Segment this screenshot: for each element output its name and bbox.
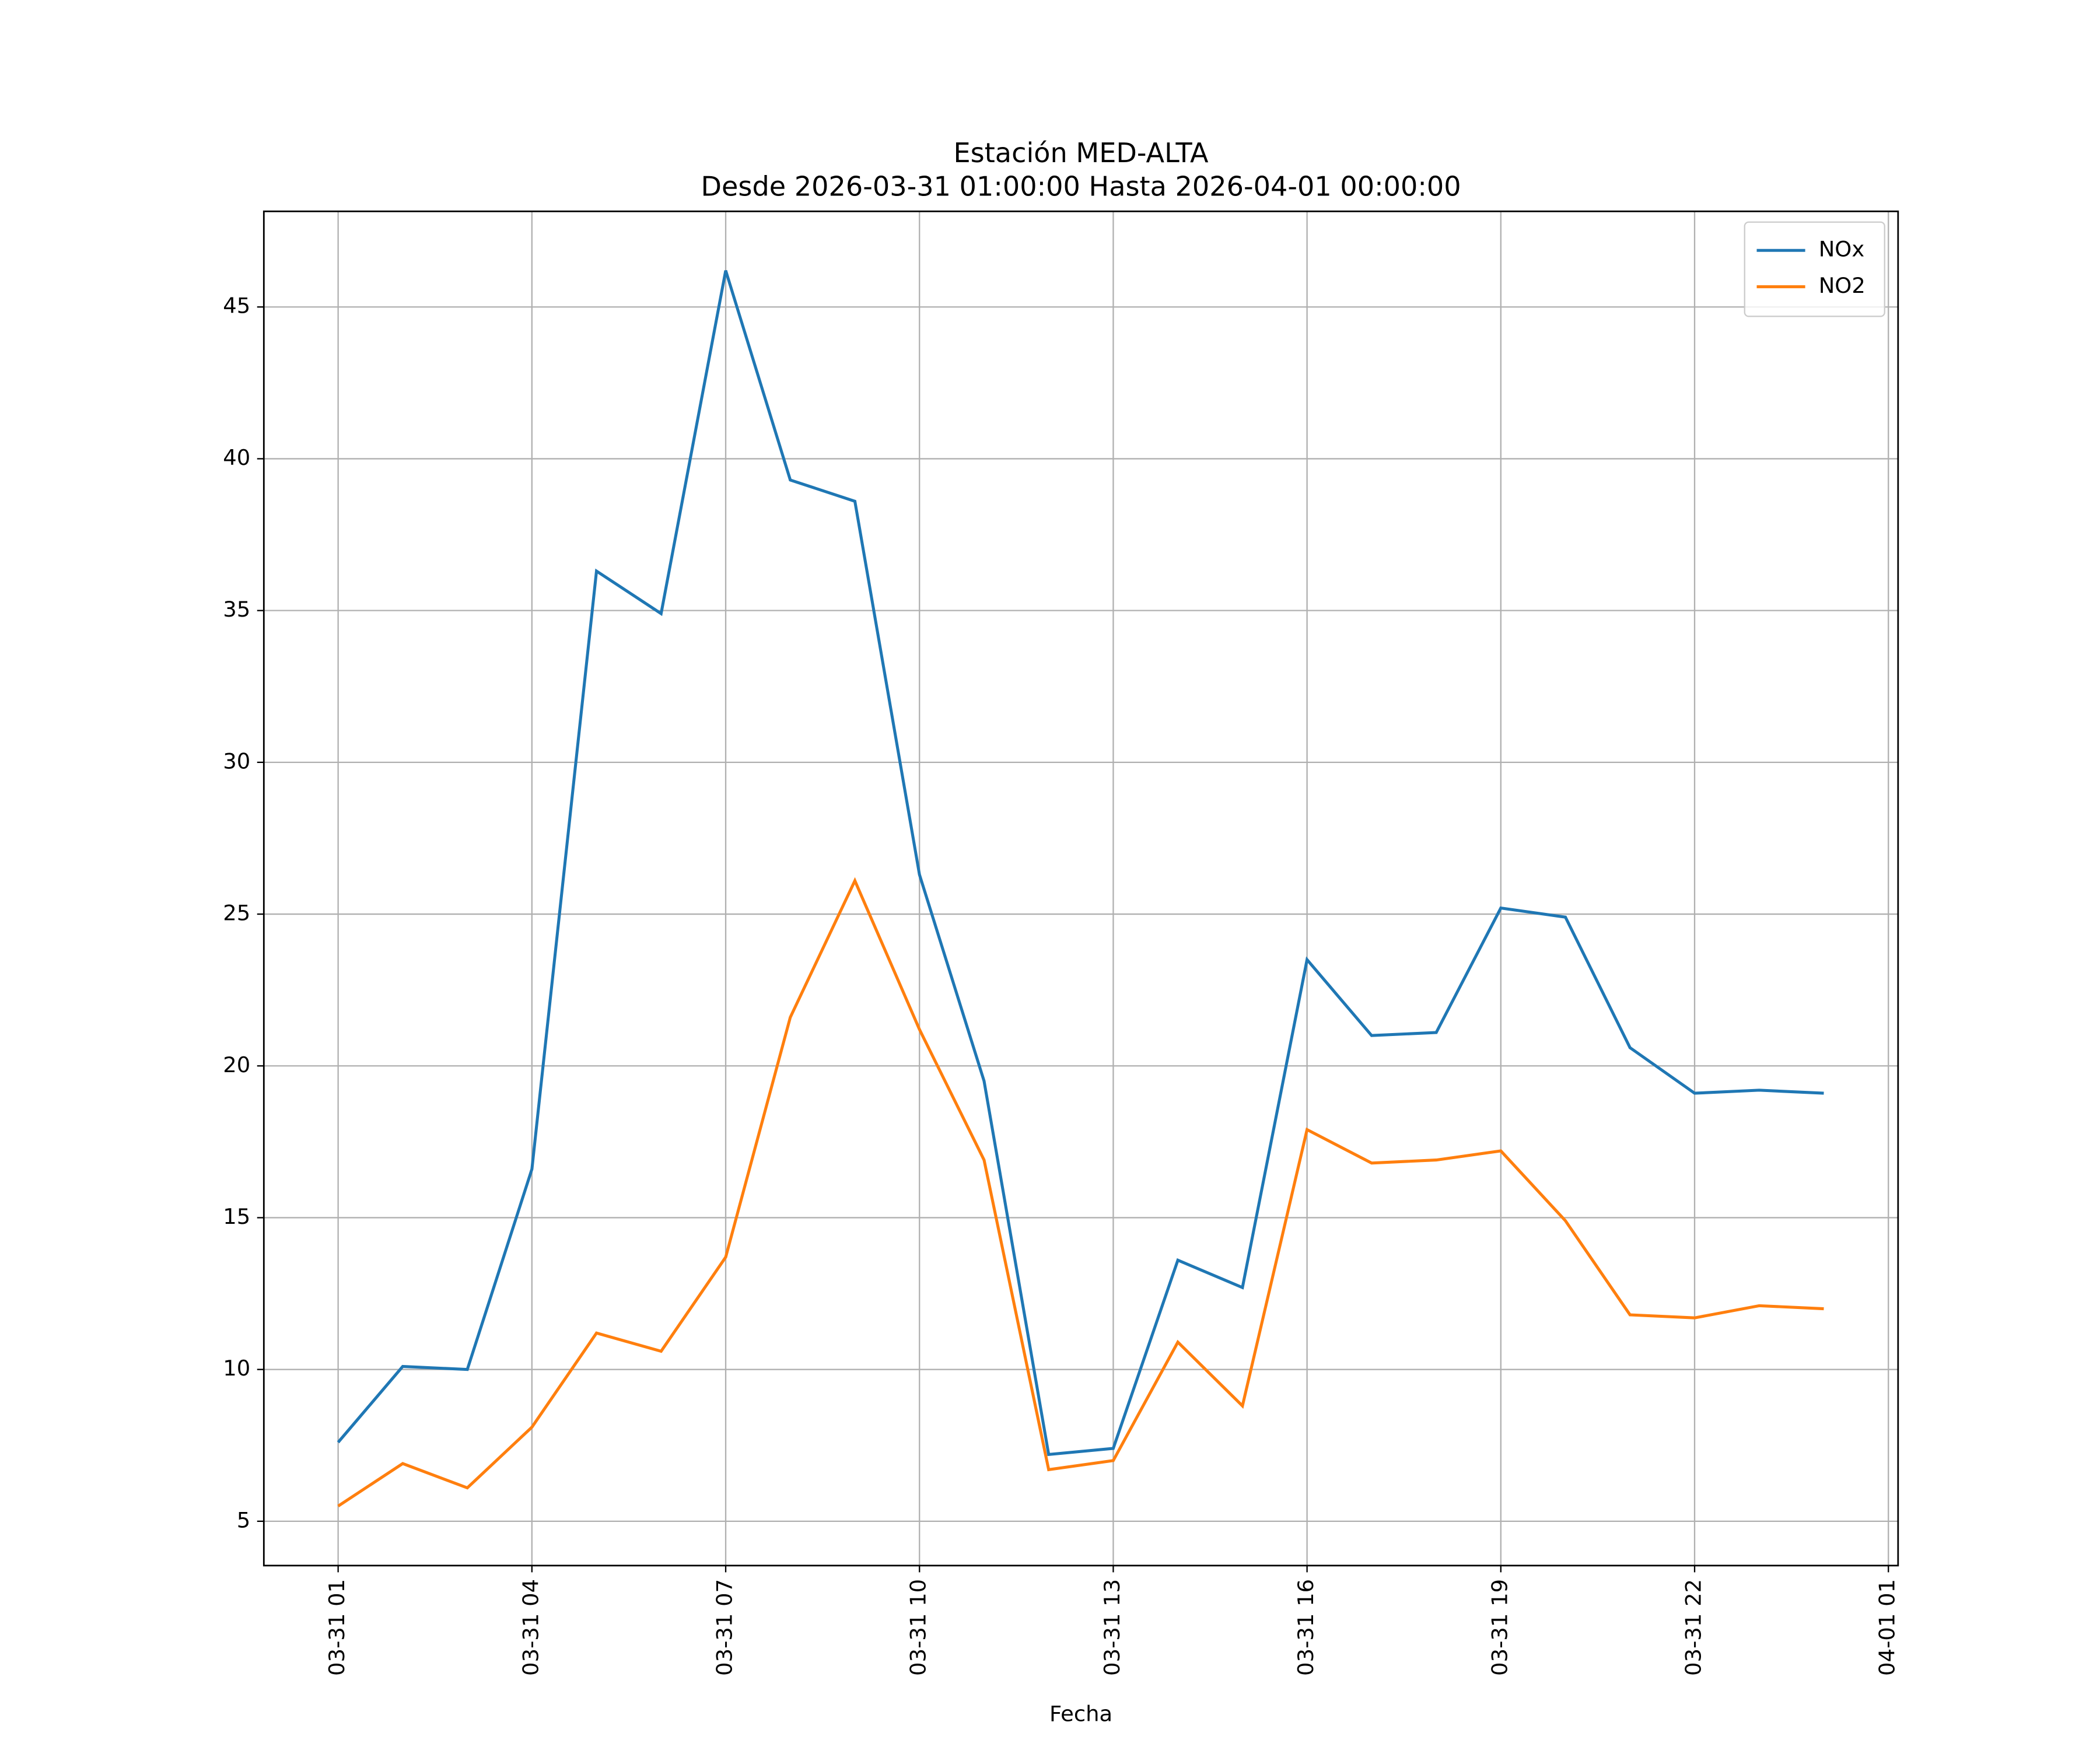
- legend-label: NO2: [1819, 273, 1866, 298]
- legend-label: NOx: [1819, 237, 1865, 262]
- y-tick-label: 35: [223, 597, 250, 622]
- x-tick-label: 03-31 22: [1681, 1579, 1706, 1676]
- y-tick-label: 25: [223, 901, 250, 926]
- x-tick-label: 03-31 07: [712, 1579, 737, 1676]
- y-tick-label: 5: [237, 1507, 250, 1532]
- y-tick-label: 30: [223, 748, 250, 774]
- plot-frame: [262, 210, 1899, 1567]
- line-series: [337, 877, 1824, 1507]
- y-tick-label: 10: [223, 1356, 250, 1381]
- x-tick-label: 03-31 13: [1100, 1579, 1125, 1676]
- x-tick-label: 03-31 10: [906, 1579, 931, 1676]
- y-tick-label: 20: [223, 1052, 250, 1077]
- y-tick-label: 45: [223, 293, 250, 318]
- chart-subtitle: Desde 2026-03-31 01:00:00 Hasta 2026-04-…: [701, 171, 1461, 202]
- line-series: [337, 270, 1824, 1457]
- y-tick-label: 40: [223, 445, 250, 470]
- chart-title: Estación MED-ALTA: [954, 137, 1209, 169]
- x-tick-label: 03-31 04: [518, 1579, 543, 1676]
- x-axis-label: Fecha: [1049, 1702, 1112, 1727]
- x-tick-label: 03-31 16: [1293, 1579, 1318, 1676]
- legend: NOx NO2: [1744, 221, 1885, 317]
- y-tick-label: 15: [223, 1204, 250, 1229]
- x-tick-label: 03-31 19: [1487, 1579, 1512, 1676]
- legend-box: [1744, 221, 1885, 317]
- x-tick-label: 04-01 01: [1875, 1579, 1900, 1676]
- x-tick-label: 03-31 01: [324, 1579, 349, 1676]
